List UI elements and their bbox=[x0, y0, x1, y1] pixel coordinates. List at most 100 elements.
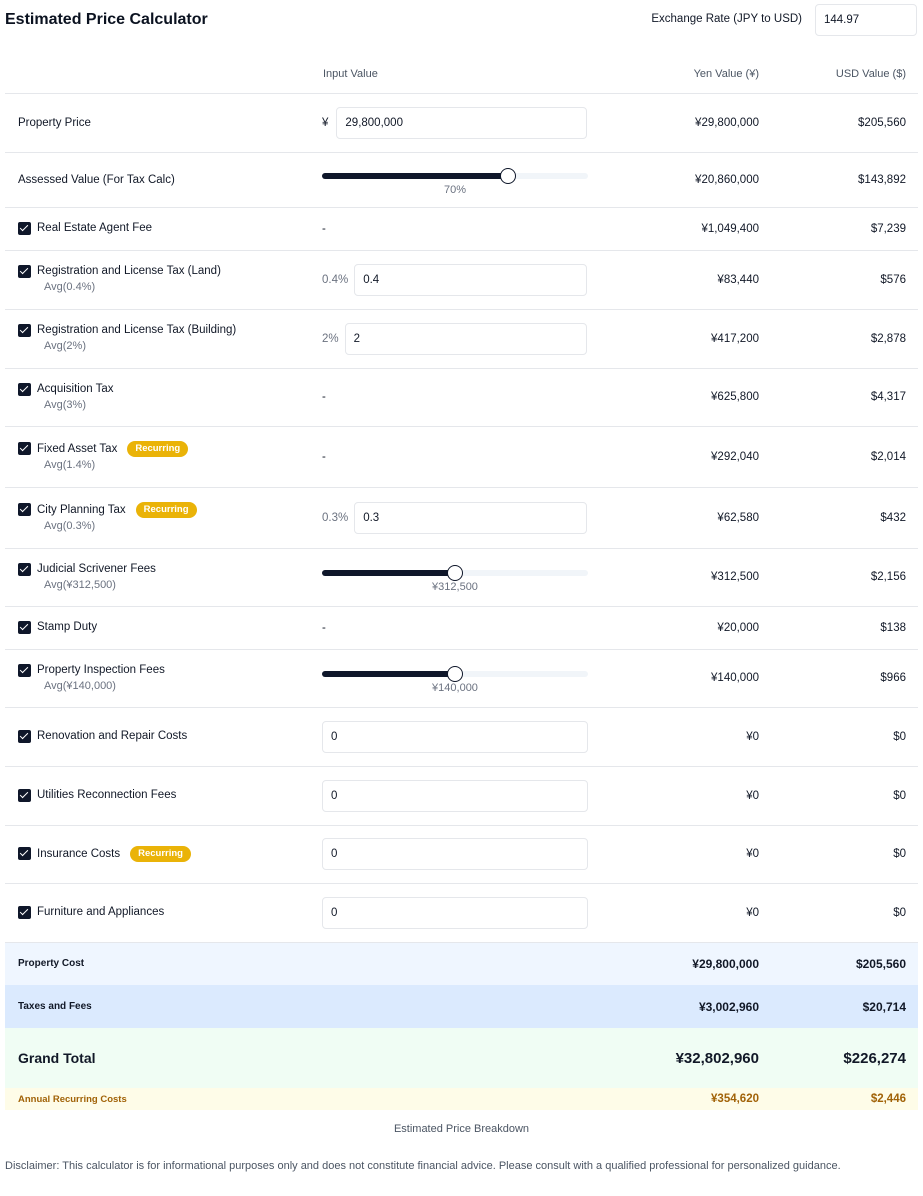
recurring-badge: Recurring bbox=[135, 501, 197, 518]
usd-value: $20,714 bbox=[771, 985, 918, 1028]
recurring-badge: Recurring bbox=[127, 440, 189, 457]
inspection-fee-slider[interactable]: ¥140,000 bbox=[322, 660, 588, 696]
table-caption: Estimated Price Breakdown bbox=[393, 1123, 530, 1135]
slider-value-label: ¥312,500 bbox=[432, 581, 478, 593]
table-row: Property Inspection Fees Avg(¥140,000) ¥… bbox=[5, 649, 918, 708]
summary-label: Taxes and Fees bbox=[5, 985, 322, 1028]
reg-land-rate-input[interactable] bbox=[354, 263, 587, 296]
table-row: Property Price ¥ ¥29,800,000 $205,560 bbox=[5, 93, 918, 153]
slider-fill bbox=[322, 671, 455, 677]
inspection-checkbox[interactable] bbox=[18, 663, 31, 677]
usd-value: $432 bbox=[771, 487, 918, 549]
reg-building-checkbox[interactable] bbox=[18, 324, 31, 337]
row-label: Acquisition Tax bbox=[37, 382, 114, 395]
row-label: Fixed Asset Tax bbox=[37, 442, 118, 455]
table-row: Assessed Value (For Tax Calc) 70% ¥20,86… bbox=[5, 152, 918, 208]
row-label: City Planning Tax bbox=[37, 503, 126, 516]
percent-prefix: 0.4% bbox=[322, 273, 349, 286]
utilities-input[interactable] bbox=[322, 779, 588, 812]
exchange-rate-label: Exchange Rate (JPY to USD) bbox=[651, 13, 802, 25]
slider-thumb[interactable] bbox=[500, 167, 517, 184]
yen-value: ¥83,440 bbox=[588, 250, 771, 310]
usd-value: $4,317 bbox=[771, 368, 918, 427]
yen-value: ¥29,800,000 bbox=[588, 942, 771, 985]
row-label: Insurance Costs bbox=[37, 848, 121, 860]
yen-value: ¥62,580 bbox=[588, 487, 771, 549]
yen-value: ¥29,800,000 bbox=[588, 93, 771, 153]
percent-prefix: 2% bbox=[322, 332, 339, 345]
agent-fee-checkbox[interactable] bbox=[18, 222, 31, 235]
row-label: Stamp Duty bbox=[37, 621, 98, 633]
reg-building-rate-input[interactable] bbox=[344, 322, 587, 355]
acquisition-checkbox[interactable] bbox=[18, 382, 31, 396]
table-row: Acquisition Tax Avg(3%) - ¥625,800 $4,31… bbox=[5, 368, 918, 427]
usd-value: $2,156 bbox=[771, 548, 918, 607]
summary-taxes-row: Taxes and Fees ¥3,002,960 $20,714 bbox=[5, 985, 918, 1028]
row-average: Avg(0.3%) bbox=[44, 519, 96, 532]
col-header-item bbox=[5, 56, 322, 94]
table-row: Real Estate Agent Fee - ¥1,049,400 $7,23… bbox=[5, 207, 918, 251]
city-planning-checkbox[interactable] bbox=[18, 502, 31, 516]
assessed-value-slider[interactable]: 70% bbox=[322, 162, 588, 198]
judicial-checkbox[interactable] bbox=[18, 562, 31, 576]
summary-label: Grand Total bbox=[5, 1028, 322, 1088]
disclaimer: Disclaimer: This calculator is for infor… bbox=[5, 1160, 841, 1172]
yen-value: ¥0 bbox=[588, 707, 771, 767]
row-label: Registration and License Tax (Building) bbox=[37, 324, 237, 336]
summary-label: Property Cost bbox=[5, 942, 322, 985]
usd-value: $0 bbox=[771, 766, 918, 826]
table-header-row: Input Value Yen Value (¥) USD Value ($) bbox=[5, 56, 918, 94]
slider-thumb[interactable] bbox=[447, 565, 463, 581]
usd-value: $7,239 bbox=[771, 207, 918, 251]
row-label: Property Price bbox=[5, 93, 322, 153]
insurance-input[interactable] bbox=[322, 838, 588, 870]
input-placeholder-dash: - bbox=[322, 368, 588, 427]
yen-value: ¥20,860,000 bbox=[588, 152, 771, 208]
header: Estimated Price Calculator Exchange Rate… bbox=[0, 0, 923, 56]
recurring-badge: Recurring bbox=[130, 846, 191, 862]
renovation-checkbox[interactable] bbox=[18, 730, 31, 743]
yen-value: ¥417,200 bbox=[588, 309, 771, 369]
table-row: City Planning Tax Recurring Avg(0.3%) 0.3… bbox=[5, 487, 918, 549]
table-row: Stamp Duty - ¥20,000 $138 bbox=[5, 606, 918, 650]
input-placeholder-dash: - bbox=[322, 207, 588, 251]
input-placeholder-dash: - bbox=[322, 426, 588, 488]
furniture-input[interactable] bbox=[322, 896, 588, 929]
table-row: Furniture and Appliances ¥0 $0 bbox=[5, 883, 918, 943]
property-price-input[interactable] bbox=[336, 106, 587, 139]
exchange-rate-input[interactable] bbox=[815, 4, 917, 36]
utilities-checkbox[interactable] bbox=[18, 789, 31, 802]
summary-label: Annual Recurring Costs bbox=[5, 1088, 322, 1110]
renovation-input[interactable] bbox=[322, 720, 588, 753]
table-row: Renovation and Repair Costs ¥0 $0 bbox=[5, 707, 918, 767]
reg-land-checkbox[interactable] bbox=[18, 265, 31, 278]
yen-value: ¥20,000 bbox=[588, 606, 771, 650]
stamp-duty-checkbox[interactable] bbox=[18, 621, 31, 634]
yen-value: ¥354,620 bbox=[588, 1088, 771, 1110]
yen-value: ¥3,002,960 bbox=[588, 985, 771, 1028]
cost-table: Input Value Yen Value (¥) USD Value ($) … bbox=[5, 56, 918, 1110]
city-planning-rate-input[interactable] bbox=[354, 501, 587, 534]
usd-value: $0 bbox=[771, 707, 918, 767]
table-row: Registration and License Tax (Building) … bbox=[5, 309, 918, 369]
insurance-checkbox[interactable] bbox=[18, 847, 31, 860]
slider-value-label: 70% bbox=[443, 183, 467, 196]
yen-value: ¥625,800 bbox=[588, 368, 771, 427]
furniture-checkbox[interactable] bbox=[18, 906, 31, 919]
row-label: Real Estate Agent Fee bbox=[37, 222, 153, 234]
row-average: Avg(¥312,500) bbox=[44, 578, 116, 591]
summary-annual-row: Annual Recurring Costs ¥354,620 $2,446 bbox=[5, 1088, 918, 1110]
slider-fill bbox=[322, 570, 455, 576]
judicial-fee-slider[interactable]: ¥312,500 bbox=[322, 559, 588, 595]
summary-property-cost-row: Property Cost ¥29,800,000 $205,560 bbox=[5, 942, 918, 985]
row-average: Avg(1.4%) bbox=[44, 458, 96, 471]
col-header-input: Input Value bbox=[322, 56, 588, 94]
usd-value: $143,892 bbox=[771, 152, 918, 208]
yen-prefix: ¥ bbox=[322, 116, 329, 129]
input-placeholder-dash: - bbox=[322, 606, 588, 650]
slider-fill bbox=[322, 172, 509, 179]
usd-value: $138 bbox=[771, 606, 918, 650]
row-average: Avg(¥140,000) bbox=[44, 679, 116, 692]
slider-thumb[interactable] bbox=[447, 666, 463, 682]
fixed-asset-checkbox[interactable] bbox=[18, 441, 31, 455]
